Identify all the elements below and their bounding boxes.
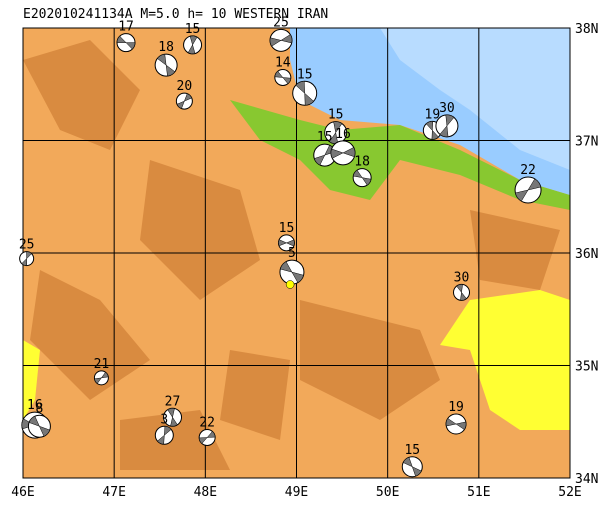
depth-label: 25 <box>273 15 289 30</box>
beachball <box>154 425 174 445</box>
depth-label: 30 <box>439 101 455 116</box>
beachball <box>292 80 318 106</box>
lat-label: 37N <box>575 135 598 150</box>
depth-label: 19 <box>448 400 464 415</box>
lat-label: 38N <box>575 22 598 37</box>
beachball <box>163 407 183 427</box>
beachball <box>313 143 337 167</box>
lon-label: 52E <box>558 485 581 500</box>
lat-label: 36N <box>575 247 598 262</box>
depth-label: 17 <box>118 20 134 35</box>
depth-label: 15 <box>404 443 420 458</box>
beachball-quadrant <box>157 426 172 445</box>
map-title: E202010241134A M=5.0 h= 10 WESTERN IRAN <box>23 7 328 22</box>
beachball-quadrant <box>21 251 32 266</box>
beachball <box>154 53 178 77</box>
beachball-quadrant <box>187 35 198 55</box>
beachball-quadrant <box>28 415 51 437</box>
beachball <box>514 176 542 204</box>
depth-label: 25 <box>19 238 35 253</box>
depth-label: 20 <box>177 79 193 94</box>
beachball-quadrant <box>156 53 176 77</box>
beachball <box>279 259 305 285</box>
beachball <box>330 140 356 166</box>
lon-label: 47E <box>102 485 125 500</box>
beachball-quadrant <box>278 239 295 247</box>
beachball-quadrant <box>295 80 314 106</box>
lat-label: 34N <box>575 472 598 487</box>
depth-label: 22 <box>520 163 536 178</box>
beachball-quadrant <box>445 418 467 430</box>
beachball-quadrant <box>116 35 136 50</box>
depth-label: 16 <box>335 127 351 142</box>
beachball <box>352 168 372 188</box>
beachball <box>93 370 109 386</box>
beachball-quadrant <box>439 114 455 138</box>
lat-label: 35N <box>575 360 598 375</box>
beachball <box>435 114 459 138</box>
beachball-quadrant <box>167 408 178 427</box>
beachball <box>116 33 136 53</box>
depth-label: 18 <box>354 155 370 170</box>
beachball-quadrant <box>198 431 216 444</box>
beachball-quadrant <box>425 121 439 140</box>
lon-label: 50E <box>376 485 399 500</box>
depth-label: 8 <box>35 401 43 416</box>
beachball-quadrant <box>269 34 293 47</box>
depth-label: 15 <box>328 108 344 123</box>
lon-label: 46E <box>11 485 34 500</box>
depth-label: 5 <box>288 246 296 261</box>
beachball-quadrant <box>94 371 109 384</box>
depth-label: 15 <box>279 221 295 236</box>
beachball-quadrant <box>176 93 193 109</box>
beachball-quadrant <box>274 70 292 85</box>
depth-label: 21 <box>94 357 110 372</box>
depth-label: 15 <box>297 67 313 82</box>
lon-label: 49E <box>285 485 308 500</box>
depth-label: 27 <box>165 394 181 409</box>
beachball <box>277 234 295 252</box>
beachball-quadrant <box>280 261 304 283</box>
depth-label: 15 <box>185 22 201 37</box>
beachball <box>269 28 293 52</box>
beachball-quadrant <box>456 284 467 301</box>
lon-label: 51E <box>467 485 490 500</box>
depth-label: 3 <box>160 412 168 427</box>
beachball <box>401 456 423 478</box>
epicenter <box>285 280 295 289</box>
beachball <box>27 414 51 438</box>
beachball <box>175 92 193 110</box>
depth-label: 18 <box>158 40 174 55</box>
beachball <box>274 69 292 86</box>
beachball-quadrant <box>330 147 356 159</box>
beachball-quadrant <box>402 456 422 477</box>
beachball <box>445 413 467 435</box>
beachball <box>324 121 348 145</box>
beachball <box>453 283 471 301</box>
depth-label: 22 <box>199 416 215 431</box>
beachball <box>19 251 35 267</box>
depth-label: 16 <box>27 398 43 413</box>
beachball <box>198 429 216 446</box>
lon-label: 48E <box>194 485 217 500</box>
depth-label: 19 <box>425 107 441 122</box>
depth-label: 14 <box>275 56 291 71</box>
beachball-quadrant <box>515 178 542 202</box>
beachball <box>183 35 203 55</box>
depth-label: 15 <box>317 130 333 145</box>
depth-label: 30 <box>454 270 470 285</box>
beachball-quadrant <box>352 169 372 186</box>
